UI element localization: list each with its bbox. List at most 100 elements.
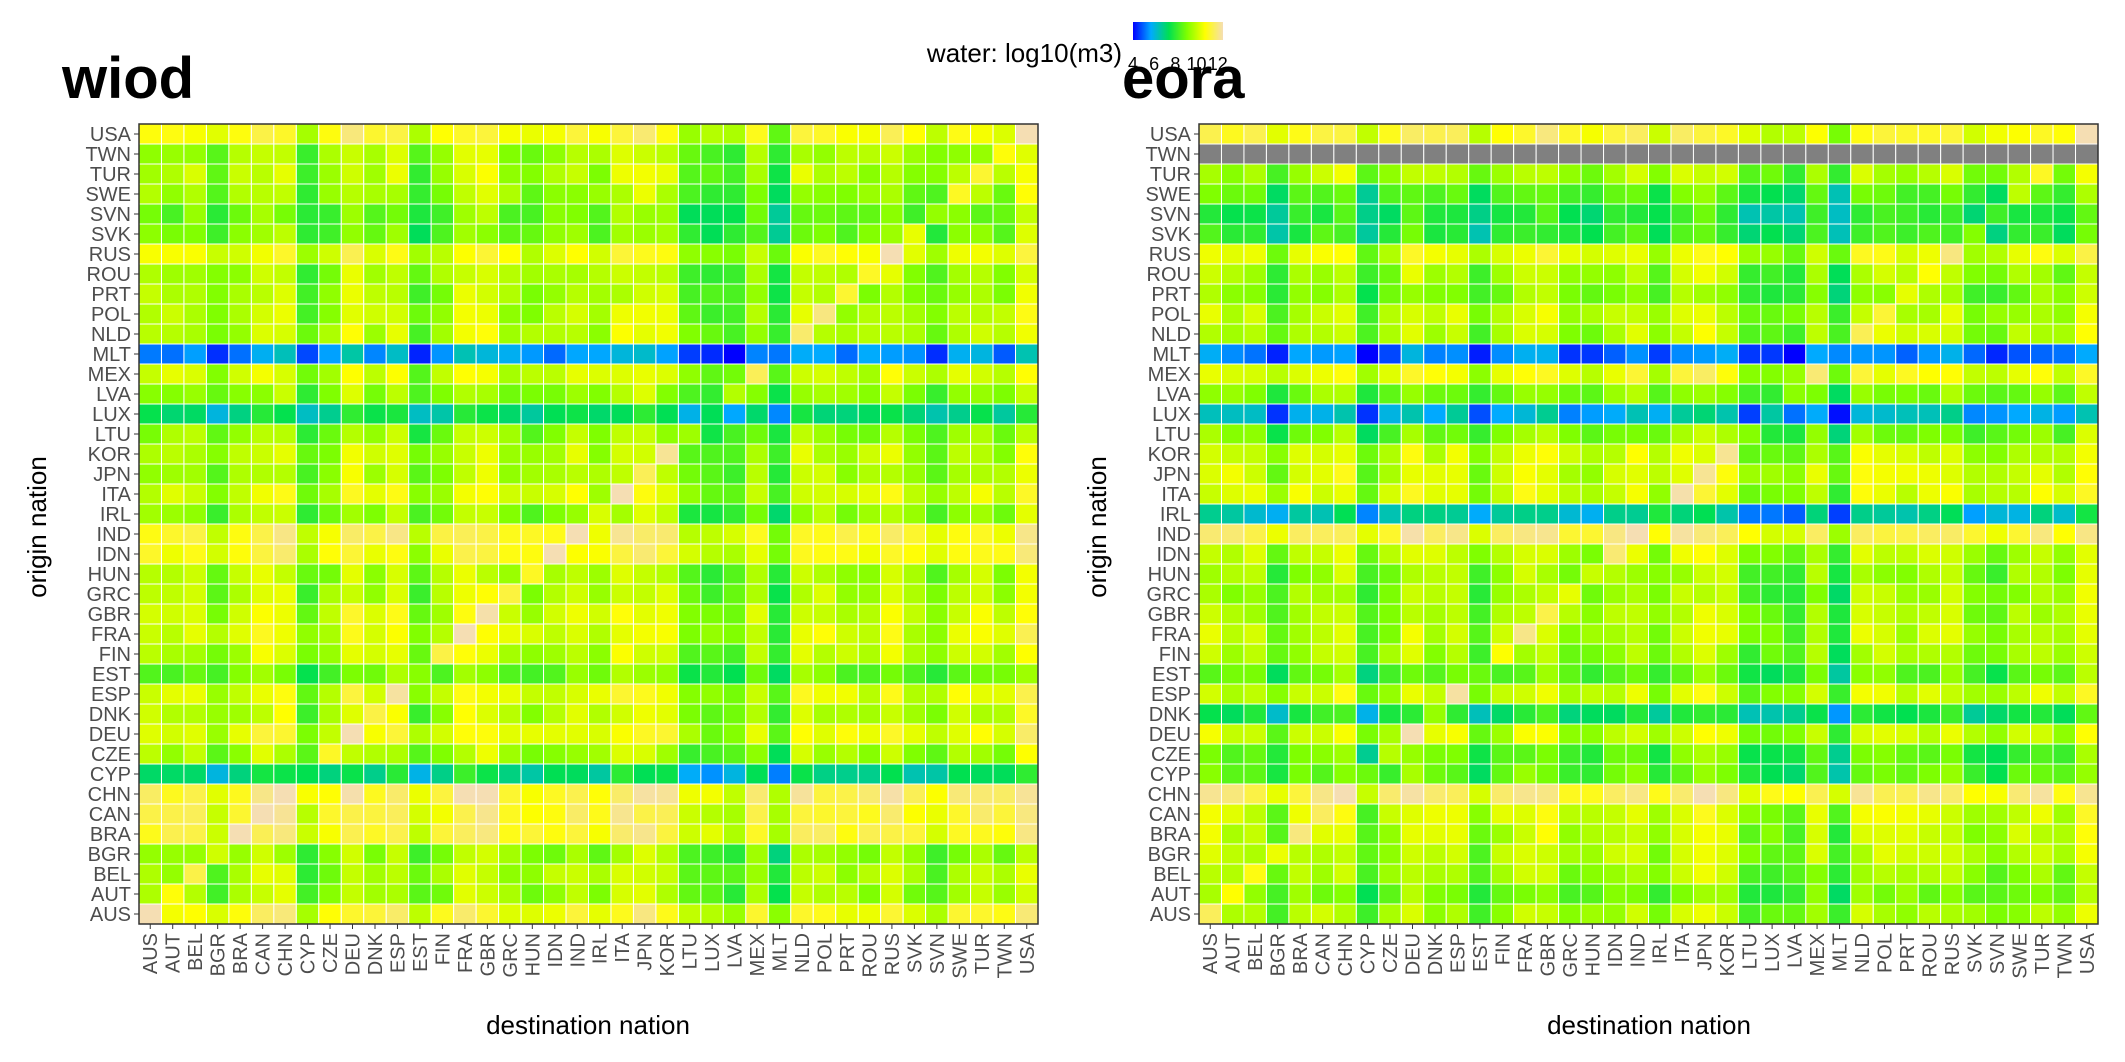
heatmap-cell	[1400, 403, 1425, 425]
heatmap-cell	[1490, 363, 1515, 385]
heatmap-cell	[1378, 723, 1402, 745]
heatmap-cell	[160, 183, 185, 205]
heatmap-cell	[1670, 483, 1694, 505]
heatmap-cell	[992, 123, 1017, 145]
x-tick-label: NLD	[1852, 933, 1874, 973]
heatmap-cell	[1760, 603, 1784, 625]
heatmap-cell	[1015, 763, 1039, 785]
heatmap-cell	[2052, 783, 2077, 805]
heatmap-cell	[228, 323, 252, 345]
heatmap-cell	[812, 803, 837, 825]
heatmap-cell	[812, 743, 837, 765]
heatmap-cell	[1985, 843, 2009, 865]
heatmap-cell	[205, 803, 230, 825]
heatmap-cell	[857, 383, 882, 405]
heatmap-cell	[790, 343, 814, 365]
heatmap-cell	[812, 243, 837, 265]
heatmap-cell	[767, 883, 792, 905]
heatmap-cell	[1692, 683, 1717, 705]
heatmap-cell	[273, 123, 297, 145]
heatmap-cell	[1692, 723, 1717, 745]
heatmap-cell	[565, 203, 590, 225]
heatmap-cell	[902, 203, 927, 225]
heatmap-cell	[835, 683, 859, 705]
heatmap-cell	[250, 743, 275, 765]
heatmap-cell	[1513, 623, 1537, 645]
heatmap-cell	[138, 443, 162, 465]
heatmap-cell	[880, 663, 904, 685]
heatmap-cell	[1692, 643, 1717, 665]
y-tick-label: MEX	[1148, 364, 1191, 386]
heatmap-cell	[1015, 203, 1039, 225]
heatmap-cell	[1558, 483, 1582, 505]
heatmap-cell	[1445, 563, 1470, 585]
heatmap-cell	[183, 823, 207, 845]
heatmap-cell	[1445, 243, 1470, 265]
heatmap-cell	[273, 303, 297, 325]
heatmap-cell	[1490, 843, 1515, 865]
heatmap-cell	[1423, 223, 1447, 245]
heatmap-cell	[1715, 643, 1739, 665]
heatmap-cell	[318, 763, 342, 785]
eora-panel: eora destination nation origin nation AU…	[1082, 46, 2099, 1040]
heatmap-cell	[453, 803, 477, 825]
heatmap-cell	[1198, 463, 1222, 485]
heatmap-cell	[1962, 443, 1987, 465]
heatmap-cell	[1940, 563, 1964, 585]
x-tick-label: USA	[2077, 932, 2099, 974]
heatmap-cell	[1850, 183, 1874, 205]
heatmap-cell	[1355, 503, 1380, 525]
heatmap-cell	[1782, 483, 1807, 505]
heatmap-cell	[1400, 383, 1425, 405]
heatmap-cell	[1872, 143, 1897, 165]
heatmap-cell	[1580, 163, 1605, 185]
heatmap-cell	[790, 123, 814, 145]
heatmap-cell	[1715, 823, 1739, 845]
heatmap-cell	[318, 503, 342, 525]
heatmap-cell	[1895, 203, 1919, 225]
heatmap-cell	[318, 383, 342, 405]
heatmap-cell	[475, 783, 500, 805]
heatmap-cell	[1985, 643, 2009, 665]
heatmap-cell	[228, 703, 252, 725]
heatmap-cell	[1603, 283, 1627, 305]
heatmap-cell	[947, 643, 972, 665]
heatmap-cell	[677, 783, 702, 805]
heatmap-cell	[363, 123, 387, 145]
heatmap-cell	[632, 123, 657, 145]
heatmap-cell	[1648, 343, 1672, 365]
heatmap-cell	[745, 123, 769, 145]
heatmap-cell	[1015, 383, 1039, 405]
heatmap-cell	[1288, 203, 1312, 225]
heatmap-cell	[1198, 303, 1222, 325]
heatmap-cell	[183, 483, 207, 505]
heatmap-cell	[1243, 503, 1267, 525]
heatmap-cell	[475, 443, 500, 465]
heatmap-cell	[1333, 463, 1357, 485]
heatmap-cell	[498, 683, 522, 705]
heatmap-cell	[1715, 183, 1739, 205]
heatmap-cell	[1692, 243, 1717, 265]
y-tick-label: BRA	[90, 824, 132, 846]
heatmap-cell	[138, 543, 162, 565]
heatmap-cell	[700, 403, 724, 425]
heatmap-cell	[700, 243, 724, 265]
heatmap-cell	[992, 663, 1017, 685]
heatmap-cell	[1985, 183, 2009, 205]
heatmap-cell	[475, 223, 500, 245]
heatmap-cell	[1985, 163, 2009, 185]
heatmap-cell	[1715, 303, 1739, 325]
heatmap-cell	[520, 263, 545, 285]
heatmap-cell	[835, 483, 859, 505]
y-tick-label: JPN	[1153, 464, 1191, 486]
heatmap-cell	[340, 403, 365, 425]
heatmap-cell	[1535, 143, 1560, 165]
heatmap-cell	[430, 363, 455, 385]
heatmap-cell	[992, 883, 1017, 905]
heatmap-cell	[902, 463, 927, 485]
heatmap-cell	[1378, 823, 1402, 845]
heatmap-cell	[1760, 363, 1784, 385]
y-tick-label: GRC	[1147, 584, 1191, 606]
heatmap-cell	[1827, 443, 1852, 465]
heatmap-cell	[1962, 843, 1987, 865]
